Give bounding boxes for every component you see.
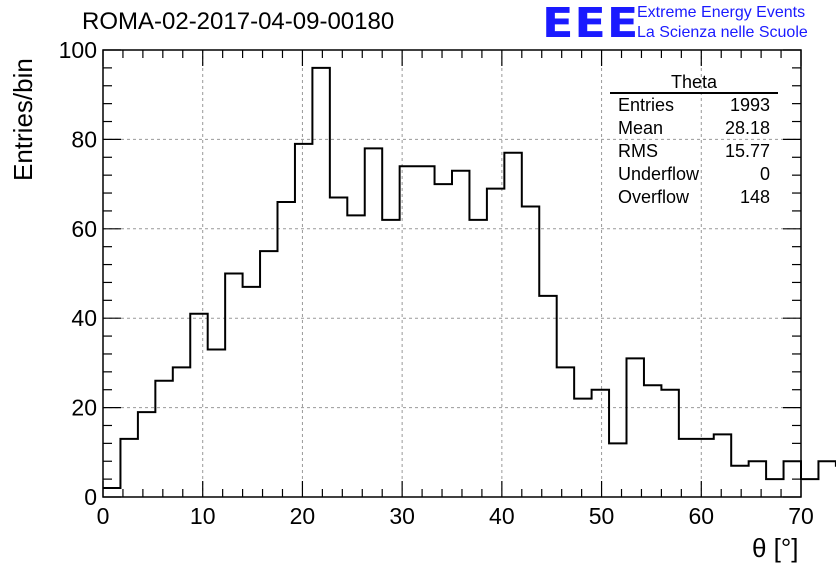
stats-label: Mean xyxy=(618,118,664,138)
stats-title: Theta xyxy=(610,73,778,94)
y-tick-label: 100 xyxy=(59,37,97,63)
x-tick-label: 20 xyxy=(290,503,316,529)
x-tick-label: 50 xyxy=(589,503,615,529)
logo-line-1: Extreme Energy Events xyxy=(637,4,806,21)
eee-logo: EEE xyxy=(542,0,640,47)
stats-row-underflow: Underflow 0 xyxy=(610,163,778,186)
histogram-line xyxy=(103,66,836,490)
grid-lines xyxy=(103,50,801,497)
x-tick-label: 70 xyxy=(788,503,814,529)
logo-line-2: La Scienza nelle Scuole xyxy=(637,24,808,41)
x-tick-label: 60 xyxy=(688,503,714,529)
plot-title: ROMA-02-2017-04-09-00180 xyxy=(82,8,395,35)
stats-value: 15.77 xyxy=(724,141,770,161)
x-axis-label: θ [°] xyxy=(752,533,799,563)
stats-value: 148 xyxy=(739,187,770,207)
stats-box: Theta Entries 1993 Mean 28.18 RMS 15.77 … xyxy=(610,73,778,209)
y-tick-label: 80 xyxy=(71,126,97,152)
stats-label: Entries xyxy=(618,95,675,115)
x-tick-label: 10 xyxy=(190,503,216,529)
y-axis-label: Entries/bin xyxy=(8,58,38,181)
stats-row-entries: Entries 1993 xyxy=(610,94,778,117)
stats-row-mean: Mean 28.18 xyxy=(610,117,778,140)
x-tick-label: 40 xyxy=(489,503,515,529)
y-tick-label: 60 xyxy=(71,216,97,242)
y-tick-label: 40 xyxy=(71,305,97,331)
logo-caption: Extreme Energy Events La Scienza nelle S… xyxy=(637,3,808,43)
stats-label: Underflow xyxy=(618,164,700,184)
stats-row-overflow: Overflow 148 xyxy=(610,186,778,209)
stats-value: 1993 xyxy=(729,95,770,115)
plot-frame xyxy=(102,49,802,498)
stats-label: Overflow xyxy=(618,187,690,207)
stats-value: 0 xyxy=(759,164,770,184)
x-tick-label: 0 xyxy=(97,503,110,529)
stats-value: 28.18 xyxy=(724,118,770,138)
x-tick-label: 30 xyxy=(389,503,415,529)
y-tick-label: 0 xyxy=(84,484,97,510)
tick-labels: 0 10 20 30 40 50 60 70 0 20 40 60 80 100 xyxy=(59,37,814,529)
y-tick-label: 20 xyxy=(71,395,97,421)
stats-label: RMS xyxy=(618,141,658,161)
stats-row-rms: RMS 15.77 xyxy=(610,140,778,163)
